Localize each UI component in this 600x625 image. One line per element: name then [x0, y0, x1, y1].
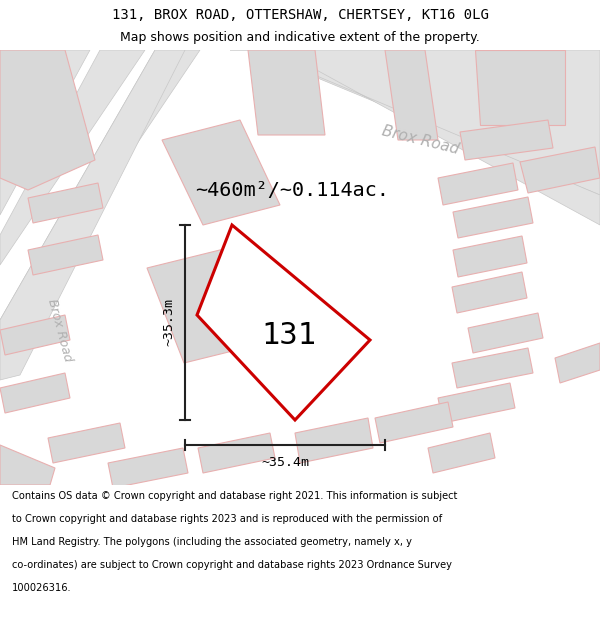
- Polygon shape: [452, 348, 533, 388]
- Polygon shape: [197, 225, 370, 420]
- Polygon shape: [375, 402, 453, 443]
- Text: ~35.3m: ~35.3m: [162, 299, 175, 346]
- Polygon shape: [255, 50, 600, 225]
- Polygon shape: [460, 120, 553, 160]
- Polygon shape: [0, 50, 200, 325]
- Polygon shape: [48, 423, 125, 463]
- Text: 100026316.: 100026316.: [12, 583, 71, 593]
- Text: Map shows position and indicative extent of the property.: Map shows position and indicative extent…: [120, 31, 480, 44]
- Polygon shape: [0, 50, 95, 190]
- Polygon shape: [438, 383, 515, 423]
- Text: Brox Road: Brox Road: [380, 123, 460, 157]
- Text: Contains OS data © Crown copyright and database right 2021. This information is : Contains OS data © Crown copyright and d…: [12, 491, 457, 501]
- Polygon shape: [453, 197, 533, 238]
- Polygon shape: [452, 272, 527, 313]
- Text: to Crown copyright and database rights 2023 and is reproduced with the permissio: to Crown copyright and database rights 2…: [12, 514, 442, 524]
- Polygon shape: [453, 236, 527, 277]
- Polygon shape: [295, 418, 373, 463]
- Text: co-ordinates) are subject to Crown copyright and database rights 2023 Ordnance S: co-ordinates) are subject to Crown copyr…: [12, 560, 452, 570]
- Polygon shape: [0, 315, 70, 355]
- Polygon shape: [248, 50, 325, 135]
- Polygon shape: [475, 50, 565, 125]
- Polygon shape: [438, 163, 518, 205]
- Text: ~35.4m: ~35.4m: [261, 456, 309, 469]
- Text: HM Land Registry. The polygons (including the associated geometry, namely x, y: HM Land Registry. The polygons (includin…: [12, 537, 412, 547]
- Polygon shape: [385, 50, 438, 140]
- Text: Brox Road: Brox Road: [46, 297, 74, 363]
- Text: 131, BROX ROAD, OTTERSHAW, CHERTSEY, KT16 0LG: 131, BROX ROAD, OTTERSHAW, CHERTSEY, KT1…: [112, 8, 488, 22]
- Polygon shape: [230, 50, 600, 195]
- Polygon shape: [28, 183, 103, 223]
- Polygon shape: [555, 343, 600, 383]
- Polygon shape: [428, 433, 495, 473]
- Polygon shape: [520, 147, 600, 193]
- Polygon shape: [0, 50, 145, 265]
- Polygon shape: [198, 433, 275, 473]
- Polygon shape: [147, 248, 265, 363]
- Text: ~460m²/~0.114ac.: ~460m²/~0.114ac.: [195, 181, 389, 199]
- Polygon shape: [162, 120, 280, 225]
- Text: 131: 131: [261, 321, 316, 349]
- Polygon shape: [28, 235, 103, 275]
- Polygon shape: [0, 50, 90, 215]
- Polygon shape: [0, 445, 55, 485]
- Polygon shape: [0, 373, 70, 413]
- Polygon shape: [108, 448, 188, 488]
- Polygon shape: [468, 313, 543, 353]
- Polygon shape: [0, 50, 185, 380]
